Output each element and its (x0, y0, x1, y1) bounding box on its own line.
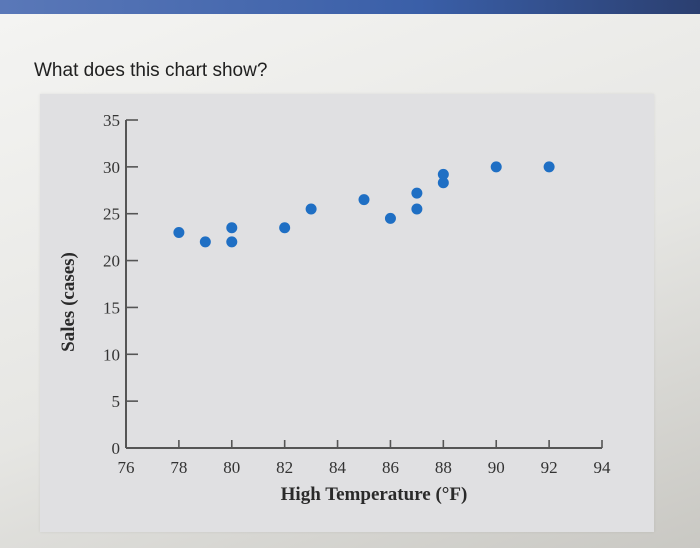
data-point (199, 236, 211, 248)
y-tick-label: 30 (103, 158, 120, 177)
x-tick-label: 88 (435, 458, 452, 477)
data-point (490, 161, 502, 173)
y-tick-label: 0 (112, 439, 121, 458)
x-tick-label: 78 (170, 458, 187, 477)
scatter-chart: 0 5 10 15 20 25 30 35 76 78 80 82 84 86 88 90 92 94 High … (58, 111, 611, 505)
x-tick-label: 84 (329, 458, 347, 477)
data-point (173, 226, 185, 238)
y-axis-title: Sales (cases) (58, 252, 79, 352)
y-tick-label: 20 (103, 252, 120, 271)
data-point (411, 187, 423, 199)
data-point (358, 194, 370, 206)
y-tick-label: 10 (103, 345, 120, 364)
data-point (226, 236, 238, 248)
data-point (543, 161, 555, 173)
x-tick-label: 86 (382, 458, 399, 477)
data-point (411, 203, 423, 215)
x-tick-label: 82 (276, 458, 293, 477)
chart-axes: 0 5 10 15 20 25 30 35 76 78 80 82 84 86 88 90 92 94 (103, 111, 611, 477)
x-axis-title: High Temperature (°F) (281, 484, 468, 505)
data-point (437, 168, 449, 180)
data-point (305, 203, 317, 215)
y-tick-label: 35 (103, 111, 120, 130)
data-point (384, 212, 396, 224)
y-tick-label: 5 (112, 392, 121, 411)
data-point (437, 177, 449, 189)
data-point (226, 222, 238, 234)
question-text: What does this chart show? (34, 60, 268, 81)
x-tick-label: 90 (488, 458, 505, 477)
y-tick-label: 15 (103, 298, 120, 317)
top-window-strip (0, 0, 700, 14)
x-tick-label: 92 (541, 458, 558, 477)
chart-panel: 0 5 10 15 20 25 30 35 76 78 80 82 84 86 88 90 92 94 High … (40, 94, 654, 532)
data-point (279, 222, 291, 234)
y-tick-label: 25 (103, 205, 120, 224)
data-points (173, 161, 555, 248)
x-tick-label: 76 (118, 458, 135, 477)
x-tick-label: 94 (594, 458, 612, 477)
x-tick-label: 80 (223, 458, 240, 477)
